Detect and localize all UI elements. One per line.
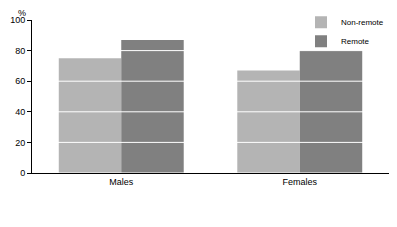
svg-text:Males: Males xyxy=(109,177,134,187)
svg-text:Remote: Remote xyxy=(341,37,370,46)
svg-text:%: % xyxy=(18,8,26,18)
svg-text:80: 80 xyxy=(15,46,25,56)
svg-text:Females: Females xyxy=(282,177,317,187)
svg-text:20: 20 xyxy=(15,138,25,148)
svg-text:100: 100 xyxy=(10,15,25,25)
svg-text:60: 60 xyxy=(15,76,25,86)
svg-text:0: 0 xyxy=(20,168,25,178)
svg-text:40: 40 xyxy=(15,107,25,117)
svg-text:Non-remote: Non-remote xyxy=(341,18,384,27)
